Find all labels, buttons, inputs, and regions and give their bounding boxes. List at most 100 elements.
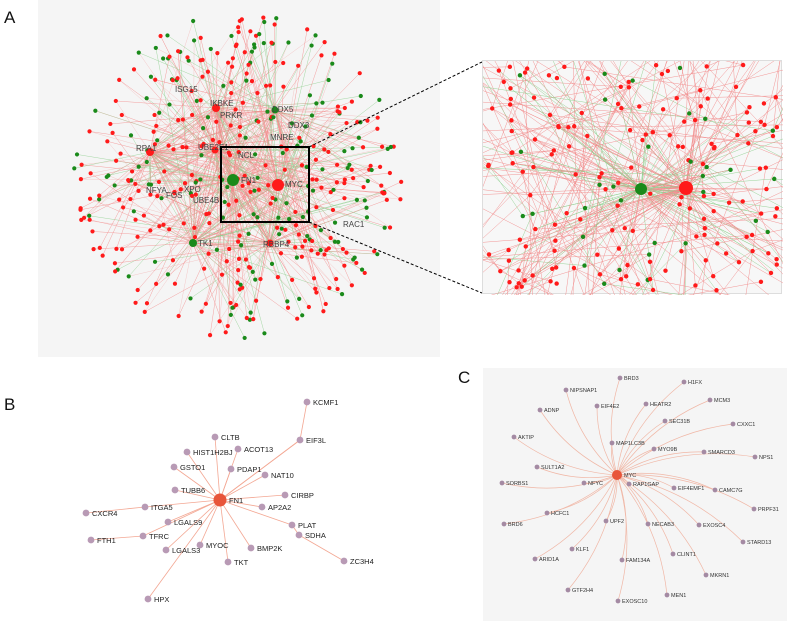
node [702, 226, 708, 231]
node [602, 281, 607, 286]
node [303, 124, 308, 129]
node [650, 287, 656, 293]
network-c-svg: NIPSNAP1 BRD3 H1FX ADNP EIF4E2 HEATR2 MCM3 SEC3… [499, 375, 779, 605]
node [618, 276, 624, 282]
node [320, 100, 325, 105]
node [306, 304, 311, 310]
node [486, 252, 492, 257]
node [189, 88, 194, 94]
node [763, 165, 769, 170]
network-zoom-svg [483, 61, 783, 295]
leaf-node [258, 503, 266, 511]
node [740, 62, 746, 68]
leaf-node [696, 522, 702, 528]
node [97, 197, 102, 202]
node-label: SMARCD3 [708, 450, 735, 456]
edge [232, 179, 309, 212]
edge [546, 135, 588, 295]
edge [610, 377, 621, 476]
node [566, 124, 571, 130]
node [351, 175, 356, 181]
node [310, 238, 315, 244]
node [311, 276, 317, 281]
edge [640, 148, 715, 190]
node [377, 97, 382, 103]
node [304, 164, 309, 170]
node [296, 63, 301, 68]
node [326, 246, 331, 251]
node-label: MAP1LC3B [616, 441, 645, 447]
edge [684, 61, 711, 122]
edge [192, 166, 307, 244]
node-label: TK1 [198, 239, 213, 248]
node [572, 124, 577, 129]
edge [277, 45, 312, 186]
node [228, 300, 233, 306]
edge [640, 178, 775, 190]
node-label: EIF4EMF1 [678, 486, 704, 492]
edge [665, 187, 687, 271]
leaf-node [511, 434, 517, 440]
edge [269, 242, 315, 279]
node [281, 84, 286, 89]
edge [149, 151, 243, 288]
node [110, 130, 115, 136]
node [356, 135, 361, 140]
node [275, 225, 280, 230]
edge [208, 149, 216, 254]
node [74, 152, 80, 157]
edge [192, 179, 345, 244]
node [142, 309, 147, 314]
edge [99, 149, 216, 200]
edge [190, 242, 271, 299]
leaf-node [569, 546, 575, 552]
edge [685, 90, 701, 189]
node-label: BRD6 [508, 522, 523, 528]
node [506, 258, 512, 263]
node [189, 193, 195, 198]
edge [149, 151, 297, 226]
edge [199, 499, 221, 546]
edge [692, 61, 704, 192]
node [131, 67, 137, 72]
panel-letter-c: C [458, 368, 471, 387]
edge [642, 61, 719, 141]
node [518, 149, 524, 154]
node [248, 189, 253, 194]
edge [277, 141, 301, 186]
node [233, 107, 238, 112]
edge [207, 71, 216, 151]
edge [76, 154, 234, 181]
node [659, 71, 665, 77]
leaf-node [141, 503, 149, 511]
edge [706, 66, 783, 149]
node [254, 298, 259, 303]
edge [713, 159, 783, 195]
node [571, 265, 577, 271]
node [667, 132, 672, 138]
node-label: PLAT [298, 521, 317, 530]
edge [640, 126, 777, 190]
node [299, 163, 305, 168]
node [258, 276, 263, 282]
edge [510, 88, 642, 190]
leaf-node [712, 487, 718, 493]
node [556, 124, 561, 130]
node [282, 167, 287, 172]
node [126, 274, 131, 279]
edge [690, 61, 711, 162]
edge [640, 188, 753, 236]
node [247, 317, 252, 322]
edge [558, 125, 687, 189]
node-label: RBBP4 [263, 240, 290, 249]
node [229, 64, 235, 69]
node [310, 177, 315, 182]
node [300, 214, 305, 220]
node [152, 112, 157, 118]
node [509, 118, 514, 123]
edge [616, 474, 668, 596]
node [774, 262, 779, 267]
node [293, 223, 299, 228]
edge [192, 100, 201, 244]
node [387, 170, 392, 176]
